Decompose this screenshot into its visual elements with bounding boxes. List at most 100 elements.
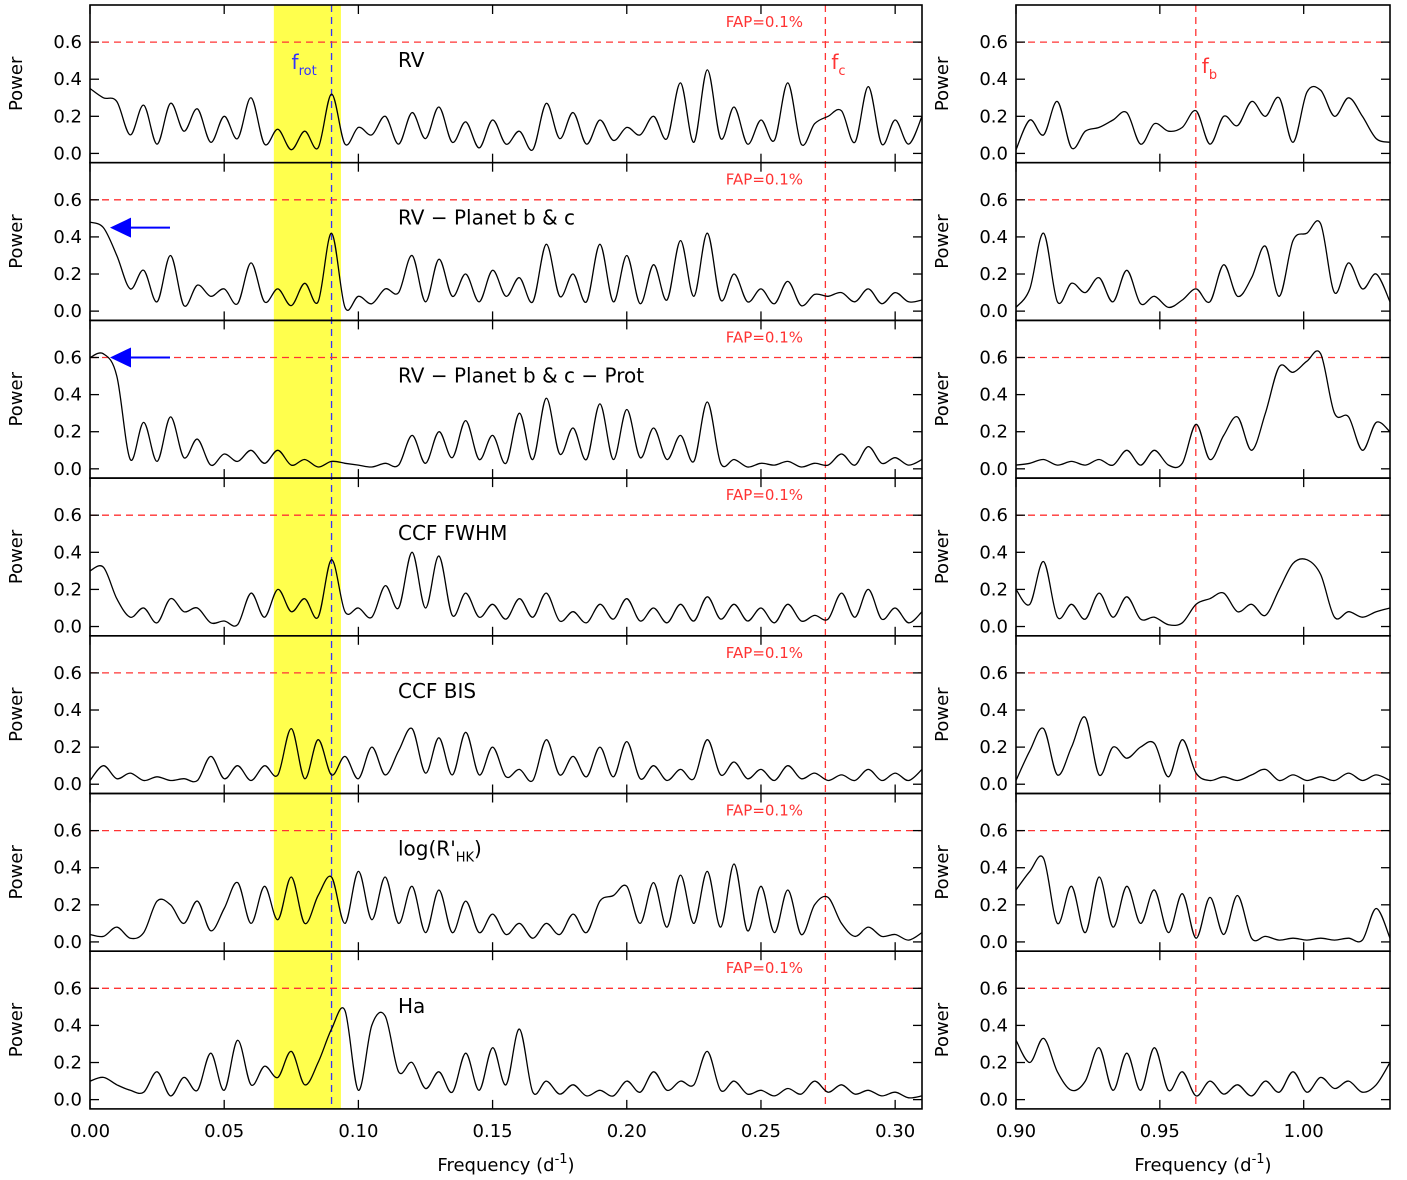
f-rot-label: frot (292, 50, 317, 79)
series-line-left (89, 221, 923, 311)
y-axis-label: Power (932, 56, 953, 111)
x-tick-label: 0.00 (70, 1121, 110, 1142)
y-tick-label: 0.0 (979, 932, 1008, 953)
fap-label: FAP=0.1% (726, 802, 803, 820)
x-tick-label: 0.15 (473, 1121, 513, 1142)
fap-label: FAP=0.1% (726, 171, 803, 189)
y-axis-label: Power (932, 1002, 953, 1057)
y-tick-label: 0.2 (53, 1053, 82, 1074)
f-c-label: fc (831, 50, 845, 79)
y-tick-label: 0.0 (53, 1090, 82, 1111)
y-tick-label: 0.2 (53, 106, 82, 127)
y-axis-label: Power (6, 56, 27, 111)
y-tick-label: 0.6 (53, 978, 82, 999)
fap-label: FAP=0.1% (726, 328, 803, 346)
y-tick-label: 0.2 (979, 422, 1008, 443)
y-axis-label: Power (6, 845, 27, 900)
panel-title: RV − Planet b & c − Prot (398, 363, 644, 387)
arrow-head (110, 217, 131, 238)
x-axis-label: Frequency (d-1) (1134, 1152, 1271, 1176)
y-tick-label: 0.6 (53, 821, 82, 842)
y-tick-label: 0.4 (53, 227, 82, 248)
y-tick-label: 0.2 (53, 422, 82, 443)
x-axis-label: Frequency (d-1) (437, 1152, 574, 1176)
y-axis-label: Power (932, 687, 953, 742)
y-tick-label: 0.0 (53, 143, 82, 164)
y-tick-label: 0.4 (53, 1015, 82, 1036)
y-tick-label: 0.2 (979, 737, 1008, 758)
y-axis-label: Power (6, 529, 27, 584)
y-tick-label: 0.6 (979, 32, 1008, 53)
y-tick-label: 0.2 (979, 264, 1008, 285)
y-axis-label: Power (932, 214, 953, 269)
panel-title: RV (398, 48, 425, 72)
y-tick-label: 0.4 (979, 69, 1008, 90)
panel-row-0: 0.0 0.2 0.4 0.6 Power 0.0 0.2 0.4 0.6 Power FAP=0.… (6, 4, 1391, 164)
y-tick-label: 0.0 (979, 1090, 1008, 1111)
f-b-label: fb (1202, 54, 1217, 83)
series-line-left (89, 863, 923, 941)
arrow-head (110, 347, 131, 368)
panel-title: Ha (398, 994, 425, 1018)
y-tick-label: 0.4 (53, 700, 82, 721)
y-axis-label: Power (6, 214, 27, 269)
y-tick-label: 0.6 (53, 190, 82, 211)
y-tick-label: 0.4 (53, 385, 82, 406)
y-tick-label: 0.4 (979, 700, 1008, 721)
y-tick-label: 0.4 (53, 858, 82, 879)
fap-label: FAP=0.1% (726, 644, 803, 662)
panel-frame (89, 950, 923, 1110)
x-tick-label: 0.05 (204, 1121, 244, 1142)
y-tick-label: 0.2 (53, 737, 82, 758)
y-tick-label: 0.6 (979, 190, 1008, 211)
panel-row-2: 0.0 0.2 0.4 0.6 Power 0.0 0.2 0.4 0.6 Power FAP=0.… (6, 319, 1391, 480)
y-axis-label: Power (932, 529, 953, 584)
panel-row-3: 0.0 0.2 0.4 0.6 Power 0.0 0.2 0.4 0.6 Power FAP=0.… (6, 477, 1391, 638)
panel-frame (1015, 4, 1391, 164)
series-line-left (89, 727, 923, 783)
y-tick-label: 0.6 (53, 32, 82, 53)
panel-row-4: 0.0 0.2 0.4 0.6 Power 0.0 0.2 0.4 0.6 Power FAP=0.… (6, 634, 1391, 795)
x-tick-label: 0.90 (996, 1121, 1036, 1142)
y-tick-label: 0.6 (53, 663, 82, 684)
panel-row-5: 0.0 0.2 0.4 0.6 Power 0.0 0.2 0.4 0.6 Power FAP=0.… (6, 792, 1391, 953)
y-tick-label: 0.0 (53, 301, 82, 322)
x-tick-label: 0.95 (1140, 1121, 1180, 1142)
panel-row-1: 0.0 0.2 0.4 0.6 Power 0.0 0.2 0.4 0.6 Power FAP=0.… (6, 161, 1391, 322)
y-tick-label: 0.2 (53, 895, 82, 916)
panel-frame (1015, 634, 1391, 795)
series-line-right (1015, 1037, 1391, 1097)
panels: 0.0 0.2 0.4 0.6 Power 0.0 0.2 0.4 0.6 Power FAP=0.… (6, 4, 1391, 1111)
series-line-right (1015, 350, 1391, 469)
panel-frame (1015, 950, 1391, 1110)
fap-label: FAP=0.1% (726, 486, 803, 504)
y-tick-label: 0.6 (979, 978, 1008, 999)
panel-frame (1015, 477, 1391, 637)
y-tick-label: 0.0 (979, 459, 1008, 480)
y-tick-label: 0.4 (979, 1015, 1008, 1036)
y-tick-label: 0.4 (53, 69, 82, 90)
series-line-left (89, 551, 923, 627)
panel-row-6: 0.0 0.2 0.4 0.6 Power 0.0 0.2 0.4 0.6 Power FAP=0.… (6, 950, 1391, 1111)
fap-label: FAP=0.1% (726, 959, 803, 977)
y-tick-label: 0.4 (979, 542, 1008, 563)
y-tick-label: 0.2 (979, 895, 1008, 916)
y-tick-label: 0.2 (53, 264, 82, 285)
y-tick-label: 0.2 (979, 1053, 1008, 1074)
y-tick-label: 0.0 (979, 617, 1008, 638)
x-tick-label: 0.20 (607, 1121, 647, 1142)
y-axis-label: Power (932, 845, 953, 900)
panel-title: RV − Planet b & c (398, 206, 575, 230)
x-tick-label: 1.00 (1284, 1121, 1324, 1142)
y-tick-label: 0.4 (979, 227, 1008, 248)
y-tick-label: 0.6 (53, 505, 82, 526)
y-tick-label: 0.2 (979, 579, 1008, 600)
series-line-right (1015, 716, 1391, 782)
y-tick-label: 0.4 (979, 858, 1008, 879)
y-tick-label: 0.0 (979, 143, 1008, 164)
series-line-right (1015, 558, 1391, 627)
series-line-left (89, 352, 923, 468)
series-line-right (1015, 85, 1391, 150)
series-line-left (89, 69, 923, 151)
